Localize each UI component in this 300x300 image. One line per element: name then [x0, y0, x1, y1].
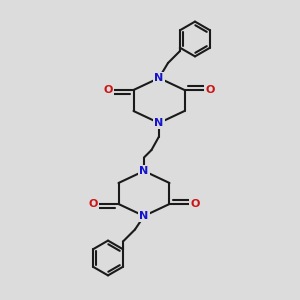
Text: O: O — [190, 199, 200, 209]
Text: O: O — [103, 85, 113, 95]
Text: N: N — [140, 211, 148, 221]
Text: N: N — [140, 166, 148, 176]
Text: O: O — [205, 85, 215, 95]
Text: N: N — [154, 118, 164, 128]
Text: N: N — [154, 73, 164, 83]
Text: O: O — [88, 199, 98, 209]
